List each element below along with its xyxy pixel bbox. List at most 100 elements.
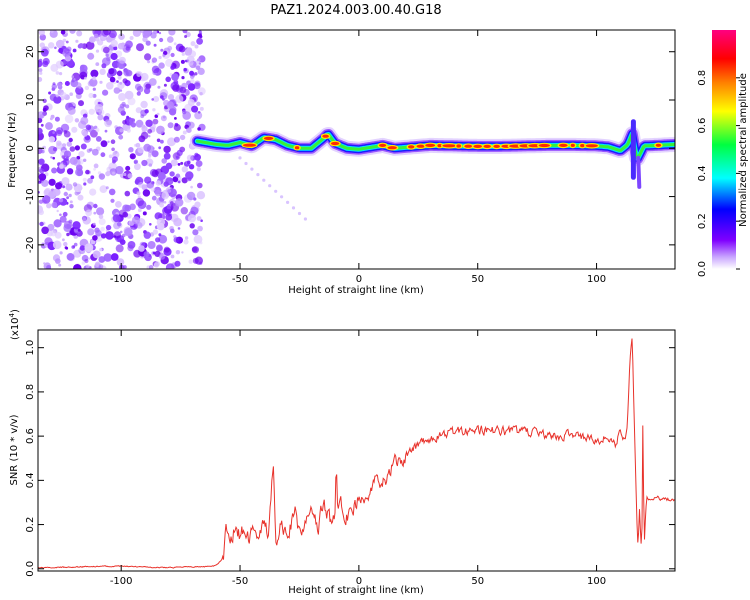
noise-speckle <box>87 228 95 236</box>
noise-speckle <box>174 117 177 120</box>
ridge-peak <box>387 146 397 150</box>
noise-speckle <box>66 253 75 261</box>
noise-speckle <box>42 98 47 103</box>
noise-speckle <box>96 207 105 216</box>
noise-speckle <box>73 158 81 167</box>
noise-speckle <box>154 250 161 257</box>
noise-speckle <box>99 248 103 252</box>
noise-speckle <box>68 219 73 224</box>
noise-speckle <box>112 151 120 159</box>
noise-speckle <box>280 195 284 199</box>
y-tick-label: -10 <box>25 188 36 204</box>
noise-speckle <box>48 178 56 186</box>
noise-speckle <box>102 89 109 96</box>
noise-speckle <box>181 251 184 254</box>
noise-speckle <box>180 207 188 215</box>
noise-speckle <box>63 241 68 247</box>
noise-speckle <box>151 57 158 63</box>
noise-speckle <box>194 256 203 265</box>
noise-speckle <box>158 55 162 60</box>
noise-speckle <box>48 145 57 155</box>
noise-speckle <box>60 30 66 35</box>
noise-speckle <box>73 78 76 81</box>
noise-speckle <box>85 264 90 269</box>
noise-speckle <box>116 258 125 266</box>
noise-speckle <box>98 218 106 226</box>
noise-speckle <box>38 60 43 68</box>
noise-speckle <box>75 39 79 43</box>
noise-speckle <box>177 227 181 230</box>
noise-speckle <box>103 46 110 54</box>
noise-speckle <box>79 245 86 251</box>
noise-speckle <box>147 128 153 134</box>
noise-speckle <box>93 211 97 215</box>
noise-speckle <box>191 105 199 113</box>
noise-speckle <box>111 147 115 152</box>
noise-speckle <box>85 169 90 175</box>
noise-speckle <box>93 203 98 209</box>
noise-speckle <box>110 253 119 261</box>
noise-speckle <box>167 94 175 101</box>
noise-speckle <box>175 198 184 207</box>
noise-speckle <box>48 42 55 49</box>
noise-speckle <box>151 169 159 178</box>
noise-speckle <box>51 167 58 174</box>
noise-speckle <box>105 186 109 190</box>
noise-speckle <box>110 139 116 144</box>
ridge-peak <box>570 143 575 147</box>
noise-speckle <box>95 229 102 237</box>
noise-speckle <box>170 159 178 167</box>
noise-speckle <box>62 158 70 166</box>
noise-speckle <box>190 41 196 47</box>
noise-speckle <box>197 225 203 232</box>
noise-speckle <box>38 111 45 119</box>
noise-speckle <box>155 237 161 243</box>
y-tick-label: 0.8 <box>25 384 36 400</box>
noise-speckle <box>160 165 170 175</box>
noise-speckle <box>63 191 68 197</box>
noise-speckle <box>124 228 133 237</box>
noise-speckle <box>46 203 52 209</box>
noise-speckle <box>159 202 165 208</box>
noise-speckle <box>151 98 154 101</box>
noise-speckle <box>156 244 163 252</box>
noise-speckle <box>92 235 98 241</box>
noise-speckle <box>87 177 93 184</box>
noise-speckle <box>54 46 57 50</box>
noise-speckle <box>84 243 94 253</box>
colorbar-tick-label: 0.8 <box>697 70 708 86</box>
noise-speckle <box>72 182 78 187</box>
noise-speckle <box>163 152 171 160</box>
noise-speckle <box>160 48 164 52</box>
noise-speckle <box>182 130 187 135</box>
noise-speckle <box>158 146 162 150</box>
noise-speckle <box>58 198 64 203</box>
x-tick-label: -100 <box>110 274 133 285</box>
noise-speckle <box>50 30 54 33</box>
noise-speckle <box>163 201 167 204</box>
noise-speckle <box>52 240 62 250</box>
noise-speckle <box>154 212 163 220</box>
noise-speckle <box>129 36 134 40</box>
noise-speckle <box>186 154 194 162</box>
noise-speckle <box>110 198 115 203</box>
noise-speckle <box>56 129 63 136</box>
ridge-peak <box>243 143 256 147</box>
snr-y-ticks: 0.0 0.2 0.4 0.6 0.8 1.0 <box>25 340 675 577</box>
noise-speckle <box>184 236 189 240</box>
noise-speckle <box>194 201 201 208</box>
noise-speckle <box>175 94 184 103</box>
noise-speckle <box>119 89 123 92</box>
snr-scale-suffix: ) <box>10 309 21 313</box>
snr-y-label: SNR (10 * v/v) <box>9 414 20 485</box>
noise-speckle <box>123 69 131 77</box>
noise-speckle <box>38 117 43 124</box>
noise-speckle <box>38 158 45 165</box>
noise-speckle <box>103 30 111 36</box>
noise-speckle <box>144 53 152 61</box>
noise-speckle <box>82 177 87 182</box>
noise-speckle <box>149 223 152 226</box>
noise-speckle <box>136 85 144 93</box>
noise-speckle <box>98 173 106 180</box>
noise-speckle <box>161 158 167 164</box>
